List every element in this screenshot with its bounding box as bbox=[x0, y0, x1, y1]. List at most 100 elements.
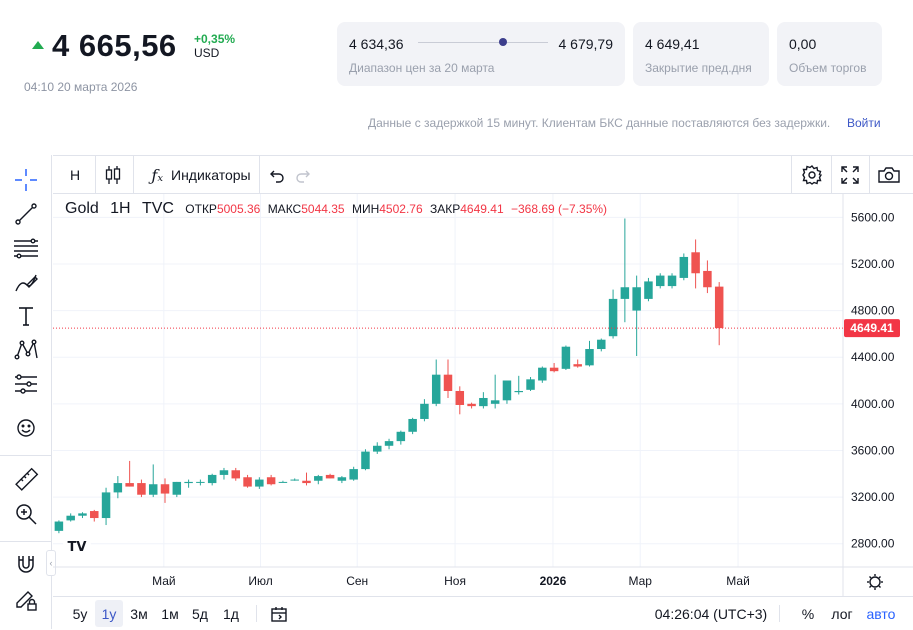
candle-body bbox=[184, 481, 193, 484]
time-axis[interactable]: Май Июл Сен Ноя 2026 Мар Май bbox=[152, 574, 750, 588]
candle-body bbox=[101, 492, 111, 519]
undo-button[interactable] bbox=[263, 156, 289, 194]
redo-icon bbox=[296, 170, 310, 183]
price-tick-label: 2800.00 bbox=[851, 537, 895, 551]
candle-down bbox=[467, 402, 476, 409]
candle-up bbox=[561, 345, 571, 371]
candle-down bbox=[125, 460, 134, 487]
candle-body bbox=[561, 346, 571, 369]
candle-down bbox=[160, 478, 170, 503]
prediction-tool-button[interactable] bbox=[8, 367, 44, 401]
candle-up bbox=[196, 479, 205, 486]
day-range-marker bbox=[499, 38, 507, 46]
screenshot-button[interactable] bbox=[871, 156, 907, 194]
candle-up bbox=[679, 253, 689, 281]
time-tick-label: 2026 bbox=[540, 574, 567, 588]
percent-scale-toggle[interactable]: % bbox=[801, 605, 815, 622]
emoji-tool-button[interactable] bbox=[8, 411, 44, 445]
time-tick-label: Май bbox=[152, 574, 176, 588]
day-range-low: 4 634,36 bbox=[349, 36, 404, 52]
candle-up bbox=[644, 277, 653, 302]
horizontal-lines-icon bbox=[14, 238, 38, 259]
date-range-button[interactable] bbox=[265, 597, 293, 630]
candle-up bbox=[526, 377, 535, 391]
trend-line-tool-button[interactable] bbox=[8, 197, 44, 231]
clock-timezone[interactable]: 04:26:04 (UTC+3) bbox=[654, 605, 768, 622]
candle-up bbox=[408, 417, 417, 435]
chart-toolbar: Н ƒₓ Индикаторы bbox=[53, 155, 913, 194]
candle-up bbox=[396, 430, 406, 445]
candle-down bbox=[443, 359, 453, 398]
candle-up bbox=[255, 477, 264, 489]
range-5d-button[interactable]: 5д bbox=[192, 605, 208, 622]
candle-body bbox=[479, 397, 488, 407]
prev-close-value: 4 649,41 bbox=[645, 36, 700, 52]
candle-body bbox=[90, 511, 99, 519]
gear-icon bbox=[802, 165, 823, 185]
time-tick-label: Май bbox=[726, 574, 750, 588]
candle-body bbox=[526, 379, 535, 390]
crosshair-tool-button[interactable] bbox=[8, 163, 44, 197]
zoom-tool-button[interactable] bbox=[8, 497, 44, 531]
legend-change-value: −368.69 (−7.35%) bbox=[510, 202, 608, 216]
candle-body bbox=[78, 513, 87, 516]
price-tick-label: 4000.00 bbox=[851, 397, 895, 411]
range-1m-button[interactable]: 1м bbox=[161, 605, 179, 622]
legend-open-label: ОТКР bbox=[185, 202, 217, 216]
auto-scale-toggle[interactable]: авто bbox=[866, 605, 896, 622]
candle-body bbox=[396, 431, 406, 442]
price-tick-label: 5600.00 bbox=[851, 210, 895, 224]
day-range-label: Диапазон цен за 20 марта bbox=[349, 61, 495, 75]
price-tick-label: 4800.00 bbox=[851, 304, 895, 318]
time-tick-label: Ноя bbox=[444, 574, 466, 588]
price-chart[interactable]: 5600.00 5200.00 4800.00 4400.00 4000.00 3600.… bbox=[53, 194, 913, 596]
legend-symbol[interactable]: Gold bbox=[65, 200, 99, 217]
range-1y-button[interactable]: 1y bbox=[95, 600, 123, 627]
forecast-icon bbox=[15, 374, 37, 394]
candle-up bbox=[632, 275, 641, 357]
collapse-toolbar-handle[interactable]: ‹ bbox=[46, 550, 56, 576]
range-5y-button[interactable]: 5y bbox=[72, 605, 88, 622]
volume-card: 0,00 Объем торгов bbox=[777, 22, 882, 86]
login-link[interactable]: Войти bbox=[847, 116, 881, 130]
measure-tool-button[interactable] bbox=[8, 463, 44, 497]
candle-body bbox=[361, 451, 370, 470]
time-axis-settings-button[interactable] bbox=[867, 574, 883, 590]
camera-icon bbox=[878, 167, 900, 183]
candle-body bbox=[538, 367, 547, 381]
brush-tool-button[interactable] bbox=[8, 265, 44, 299]
candle-body bbox=[408, 418, 417, 432]
toolbar-divider bbox=[256, 605, 257, 622]
candle-down bbox=[691, 239, 700, 289]
candle-down bbox=[714, 282, 724, 346]
candle-down bbox=[455, 386, 465, 415]
last-price-label: 4649.41 bbox=[850, 321, 894, 335]
indicators-button[interactable]: ƒₓ Индикаторы bbox=[139, 156, 263, 194]
interval-button[interactable]: Н bbox=[69, 167, 81, 183]
fullscreen-button[interactable] bbox=[833, 156, 867, 194]
pattern-tool-button[interactable] bbox=[8, 333, 44, 367]
legend-interval: 1H bbox=[110, 200, 131, 217]
magnet-tool-button[interactable] bbox=[8, 547, 44, 581]
function-icon: ƒₓ bbox=[151, 165, 163, 185]
fib-tool-button[interactable] bbox=[8, 231, 44, 265]
redo-button[interactable] bbox=[291, 156, 317, 194]
candle-body bbox=[255, 479, 264, 487]
price-axis[interactable]: 5600.00 5200.00 4800.00 4400.00 4000.00 3600.… bbox=[851, 210, 895, 550]
log-scale-toggle[interactable]: лог bbox=[831, 605, 853, 622]
text-tool-button[interactable] bbox=[8, 299, 44, 333]
last-price-badge bbox=[844, 319, 900, 338]
chart-type-button[interactable] bbox=[99, 156, 127, 194]
day-range-card: 4 634,36 4 679,79 Диапазон цен за 20 мар… bbox=[337, 22, 625, 86]
ruler-icon bbox=[15, 467, 39, 491]
pattern-icon bbox=[14, 339, 38, 360]
settings-button[interactable] bbox=[795, 156, 829, 194]
range-3m-button[interactable]: 3м bbox=[130, 605, 148, 622]
draw-mode-tool-button[interactable] bbox=[8, 583, 44, 617]
toolbar-divider bbox=[0, 541, 52, 542]
candle-up bbox=[337, 476, 347, 484]
candle-down bbox=[302, 472, 311, 486]
range-1d-button[interactable]: 1д bbox=[223, 605, 239, 622]
candle-body bbox=[691, 252, 700, 274]
undo-icon bbox=[270, 170, 284, 183]
